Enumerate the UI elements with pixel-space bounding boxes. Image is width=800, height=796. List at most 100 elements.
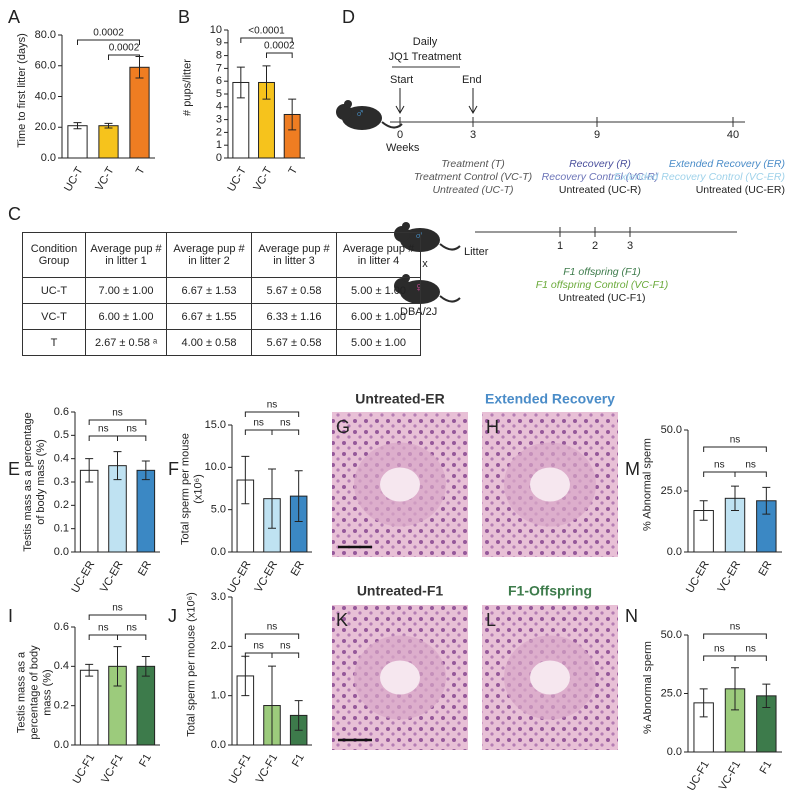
table-cell: 6.00 ± 1.00 [85,303,167,330]
x-tick-label: F1 [758,759,775,776]
significance-label: ns [253,418,264,429]
error-bar [294,700,303,731]
y-tick-label: 5.0 [211,504,226,516]
x-tick-label: UC-F1 [685,759,712,793]
error-bar [262,65,271,100]
bar [79,669,99,746]
bracket [703,633,767,639]
treatment-label: Daily [413,36,438,48]
group-label: Untreated (UC-T) [432,184,513,196]
y-tick-label: 7 [216,62,222,74]
start-label: Start [390,74,413,86]
y-tick-label: 0.5 [54,429,69,441]
y-tick-label: 0.0 [54,546,69,558]
significance-label: ns [745,644,756,655]
bar [129,66,150,159]
y-tick-label: 0.1 [54,523,69,535]
y-axis-label: Testis mass as a percentage of body mass… [15,645,54,740]
x-tick-label: F1 [290,752,307,769]
bracket [734,471,767,477]
y-tick-label: 20.0 [35,121,56,133]
x-tick-label: VC-ER [98,559,126,595]
bar [136,665,156,746]
lumen [380,467,420,502]
x-tick-label: ER [289,559,307,578]
timeline-tick-label: 40 [727,129,739,141]
significance-label: ns [253,641,264,652]
y-tick-label: 0.4 [54,660,69,672]
significance-label: ns [280,641,291,652]
significance-label: ns [98,424,109,435]
bracket [88,634,118,640]
significance-label: ns [714,644,725,655]
table-cell: 6.33 ± 1.16 [251,303,337,330]
bracket [244,429,273,435]
bracket [88,614,147,620]
f1-group-label: F1 offspring (F1) [563,266,641,278]
x-tick-label: UC-ER [226,559,254,595]
panel-letter: F [168,459,179,479]
group-label: Recovery (R) [569,158,631,170]
y-tick-label: 0.6 [54,406,69,418]
cross-symbol: x [422,258,428,270]
y-axis-label: Testis mass as a percentage of body mass… [22,412,47,552]
bracket [240,37,293,43]
bracket [734,655,767,661]
y-tick-label: 1.0 [211,690,226,702]
significance-label: ns [730,622,741,633]
litter-label: Litter [464,246,489,258]
significance-label: 0.0002 [93,28,124,39]
x-tick-label: VC-F1 [99,752,125,786]
x-tick-label: UC-T [225,165,249,194]
significance-label: ns [745,460,756,471]
bracket [244,411,300,417]
bracket [271,429,300,435]
y-tick-label: 25.0 [661,687,682,699]
y-tick-label: 4 [216,101,222,113]
header-cell: Average pup # in litter 2 [166,232,252,278]
y-tick-label: 10 [210,24,222,36]
y-tick-label: 0 [216,152,222,164]
error-bar [141,656,150,677]
litter-tick-label: 2 [592,240,598,252]
x-tick-label: VC-ER [716,559,744,595]
panel-letter: H [486,417,499,437]
x-tick-label: VC-T [251,165,274,193]
table-cell: 6.67 ± 1.53 [166,277,252,304]
y-tick-label: 40.0 [35,90,56,102]
y-tick-label: 10.0 [205,461,226,473]
start-arrow [395,88,405,115]
panel-letter: E [8,459,20,479]
panel-letter: D [342,7,355,27]
bracket [117,634,147,640]
error-bar [113,451,122,481]
litter-tick-label: 3 [627,240,633,252]
significance-label: ns [267,400,278,411]
error-bar [268,468,276,529]
panel-letter: B [178,7,190,27]
panel-letter: N [625,606,638,626]
y-tick-label: 2 [216,126,222,138]
significance-label: ns [280,418,291,429]
y-tick-label: 50.0 [661,629,682,641]
y-tick-label: 3 [216,114,222,126]
group-label: Extended Recovery Control (VC-ER) [614,171,785,183]
y-tick-label: 0.3 [54,476,69,488]
x-tick-label: F1 [137,752,154,769]
y-tick-label: 0.0 [211,739,226,751]
y-tick-label: 0.0 [667,546,682,558]
table-cell: 5.00 ± 1.00 [336,329,421,356]
header-cell: Condition Group [22,232,86,278]
lumen [380,660,420,695]
y-tick-label: 0.6 [54,621,69,633]
bracket [88,435,118,441]
bar [79,469,99,553]
male-symbol: ♂ [355,105,365,120]
error-bar [731,667,739,711]
x-tick-label: VC-ER [253,559,281,595]
panel-letter: I [8,606,13,626]
table-cell: 4.00 ± 0.58 [166,329,252,356]
table-cell: 7.00 ± 1.00 [85,277,167,304]
bracket [703,471,736,477]
significance-label: ns [112,408,123,419]
